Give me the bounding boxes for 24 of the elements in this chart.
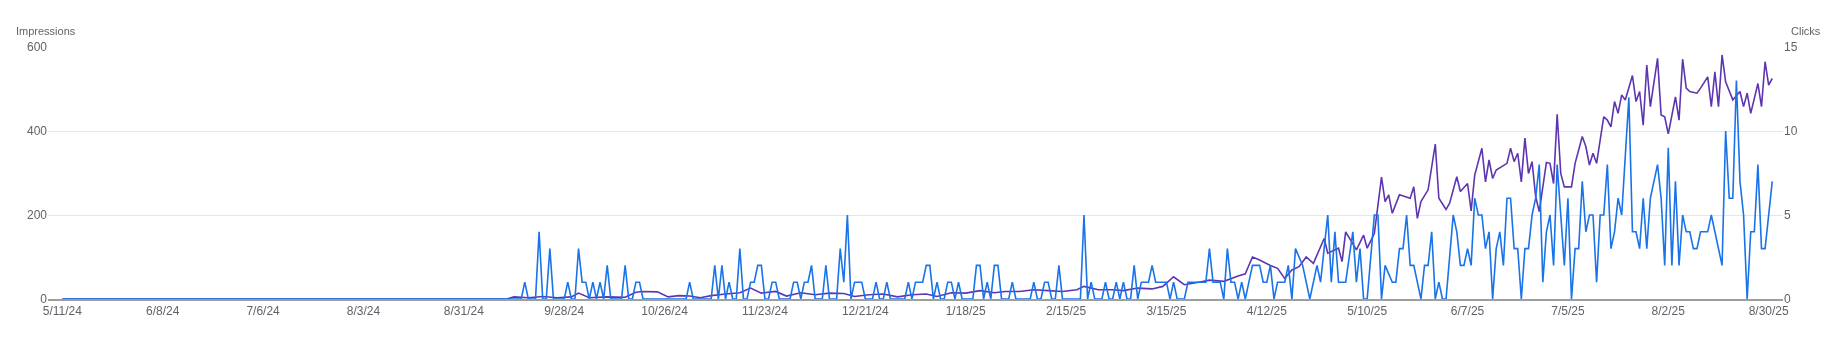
- y-tick-label: 600: [26, 40, 48, 55]
- x-tick-label: 12/21/24: [841, 303, 889, 318]
- y2-tick-label: 5: [1784, 208, 1791, 223]
- x-tick-label: 5/10/25: [1347, 303, 1388, 318]
- x-tick-label: 9/28/24: [544, 303, 585, 318]
- y-tick-label: 400: [26, 124, 48, 139]
- x-tick-label: 7/6/24: [246, 303, 281, 318]
- x-tick-label: 1/18/25: [945, 303, 987, 318]
- x-tick-label: 7/5/25: [1551, 303, 1585, 318]
- y2-tick-label: 10: [1784, 124, 1798, 139]
- x-tick-label: 2/15/25: [1046, 303, 1087, 318]
- x-tick-label: 4/12/25: [1246, 303, 1288, 318]
- x-tick-label: 8/2/25: [1651, 303, 1686, 318]
- x-tick-label: 8/31/24: [443, 303, 485, 318]
- x-tick-label: 11/23/24: [742, 303, 789, 318]
- y2-axis-title: Clicks: [1791, 25, 1821, 37]
- y2-tick-label: 15: [1784, 40, 1798, 55]
- x-tick-label: 10/26/24: [641, 303, 689, 318]
- y-axis-title: Impressions: [16, 25, 76, 37]
- y-tick-label: 200: [26, 208, 48, 223]
- x-tick-label: 3/15/25: [1146, 303, 1187, 318]
- x-tick-label: 8/3/24: [346, 303, 381, 318]
- x-tick-label: 6/8/24: [146, 303, 180, 318]
- x-tick-label: 6/7/25: [1450, 303, 1485, 318]
